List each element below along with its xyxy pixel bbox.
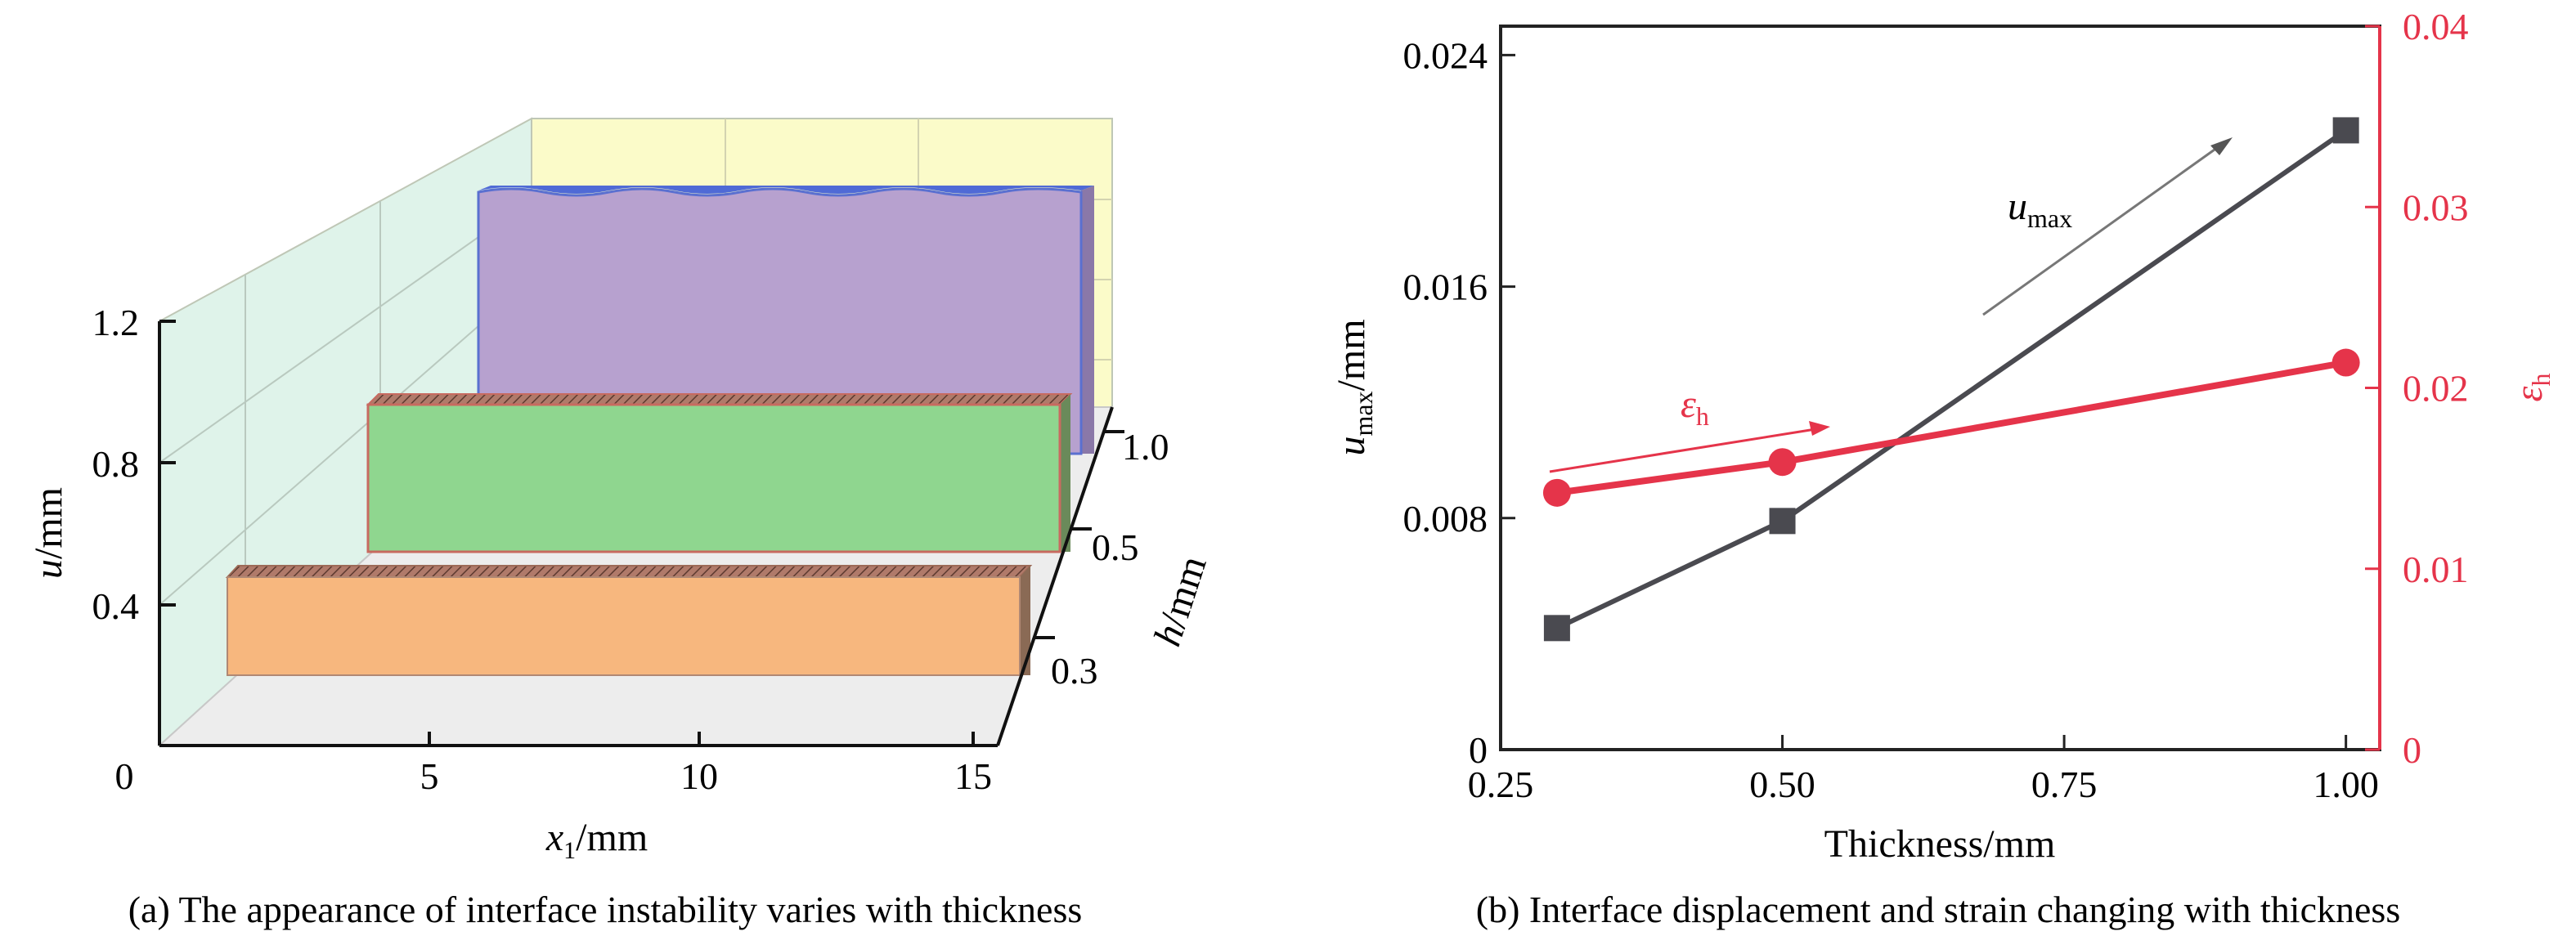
caption-a: (a) The appearance of interface instabil… bbox=[128, 889, 1083, 930]
x-tick-label: 0.75 bbox=[2031, 764, 2098, 805]
left-tick-label: 0 bbox=[1469, 729, 1488, 771]
x-tick-label: 15 bbox=[954, 755, 992, 797]
left-tick-label: 0.008 bbox=[1403, 498, 1488, 540]
right-axis-label: εh bbox=[2507, 374, 2556, 402]
annotation-umax: umax bbox=[1982, 137, 2233, 316]
u-axis-label: u/mm bbox=[27, 487, 70, 579]
left-tick-label: 0.016 bbox=[1403, 266, 1488, 308]
epsilon-point bbox=[1542, 478, 1571, 507]
right-tick-label: 0.04 bbox=[2403, 6, 2469, 47]
annot-epsilon-subscript: h bbox=[1696, 401, 1709, 431]
u-tick-label: 0.8 bbox=[92, 443, 140, 485]
left-axis-subscript: max bbox=[1349, 391, 1378, 436]
series-umax-points bbox=[1543, 117, 2359, 642]
left-axis-unit: /mm bbox=[1330, 319, 1373, 391]
bar-h-0-3-side bbox=[1020, 566, 1030, 675]
right-tick-label: 0 bbox=[2403, 729, 2421, 771]
x-tick-label: 10 bbox=[680, 755, 718, 797]
left-axis-symbol: u bbox=[1330, 437, 1373, 456]
x-axis-label-b: Thickness/mm bbox=[1824, 822, 2056, 866]
h-axis-label: h/mm bbox=[1146, 551, 1215, 652]
bar-h-1-0 bbox=[477, 187, 1083, 455]
bar-h-1-0-top bbox=[478, 186, 1094, 194]
axes-a bbox=[158, 320, 1124, 747]
x-axis-label-a: x1/mm bbox=[545, 816, 648, 864]
u-axis-unit: /mm bbox=[27, 487, 70, 559]
ticks-b: 0.25 0.50 0.75 1.00 0 0.008 0.016 0.024 0 0.01 0.0… bbox=[1403, 6, 2469, 805]
right-tick-label: 0.03 bbox=[2403, 186, 2469, 228]
svg-text:εh: εh bbox=[1681, 383, 1709, 431]
x-tick-label: 1.00 bbox=[2313, 764, 2379, 805]
u-tick-label: 1.2 bbox=[92, 302, 140, 343]
umax-point bbox=[1769, 508, 1796, 535]
bar-h-0-3-top bbox=[225, 565, 1033, 578]
right-axis-subscript: h bbox=[2526, 374, 2556, 387]
right-axis-symbol: ε bbox=[2507, 386, 2551, 401]
bar-h-0-5-top bbox=[366, 393, 1073, 405]
plot-frame bbox=[1499, 25, 2381, 751]
umax-point bbox=[1543, 615, 1570, 642]
x-tick-label: 0.25 bbox=[1468, 764, 1534, 805]
series-epsilon-line bbox=[1556, 359, 2347, 496]
left-axis-label: umax/mm bbox=[1330, 319, 1378, 455]
annot-epsilon-symbol: ε bbox=[1681, 383, 1696, 426]
x-tick-label: 0.50 bbox=[1749, 764, 1815, 805]
epsilon-point bbox=[2331, 348, 2360, 377]
series-epsilon-points bbox=[1542, 348, 2360, 507]
caption-b: (b) Interface displacement and strain ch… bbox=[1476, 889, 2400, 930]
left-tick-label: 0.024 bbox=[1403, 34, 1488, 76]
svg-text:umax: umax bbox=[2008, 185, 2072, 233]
bar-h-0-5 bbox=[366, 403, 1061, 553]
u-axis-symbol: u bbox=[27, 559, 70, 579]
x-axis-subscript: 1 bbox=[563, 837, 576, 864]
bar-h-0-5-side bbox=[1060, 394, 1070, 552]
x-tick-label: 5 bbox=[420, 755, 439, 797]
x-axis-unit: /mm bbox=[576, 816, 648, 859]
bar-h-1-0-side bbox=[1081, 186, 1094, 454]
annotation-epsilon: εh bbox=[1549, 383, 1830, 473]
umax-point bbox=[2332, 117, 2359, 144]
h-axis-unit: /mm bbox=[1151, 551, 1215, 633]
panel-a-3d-chart: 1.2 0.8 0.4 0 5 10 15 0.3 0.5 1.0 x1/mm … bbox=[27, 117, 1215, 930]
annot-umax-subscript: max bbox=[2027, 204, 2072, 233]
x-tick-label: 0 bbox=[115, 755, 134, 797]
u-tick-label: 0.4 bbox=[92, 585, 140, 627]
right-tick-label: 0.02 bbox=[2403, 368, 2469, 410]
bar-h-0-3 bbox=[227, 576, 1021, 676]
x-axis-symbol: x bbox=[545, 816, 563, 859]
right-tick-label: 0.01 bbox=[2403, 549, 2469, 590]
annot-umax-symbol: u bbox=[2008, 185, 2027, 228]
epsilon-point bbox=[1768, 448, 1797, 477]
h-tick-label: 1.0 bbox=[1122, 426, 1169, 468]
h-tick-label: 0.5 bbox=[1092, 526, 1139, 568]
h-tick-label: 0.3 bbox=[1051, 650, 1098, 692]
panel-b-line-chart: 0.25 0.50 0.75 1.00 0 0.008 0.016 0.024 0 0.01 0.0… bbox=[1330, 6, 2556, 930]
series-umax-line bbox=[1555, 128, 2348, 631]
